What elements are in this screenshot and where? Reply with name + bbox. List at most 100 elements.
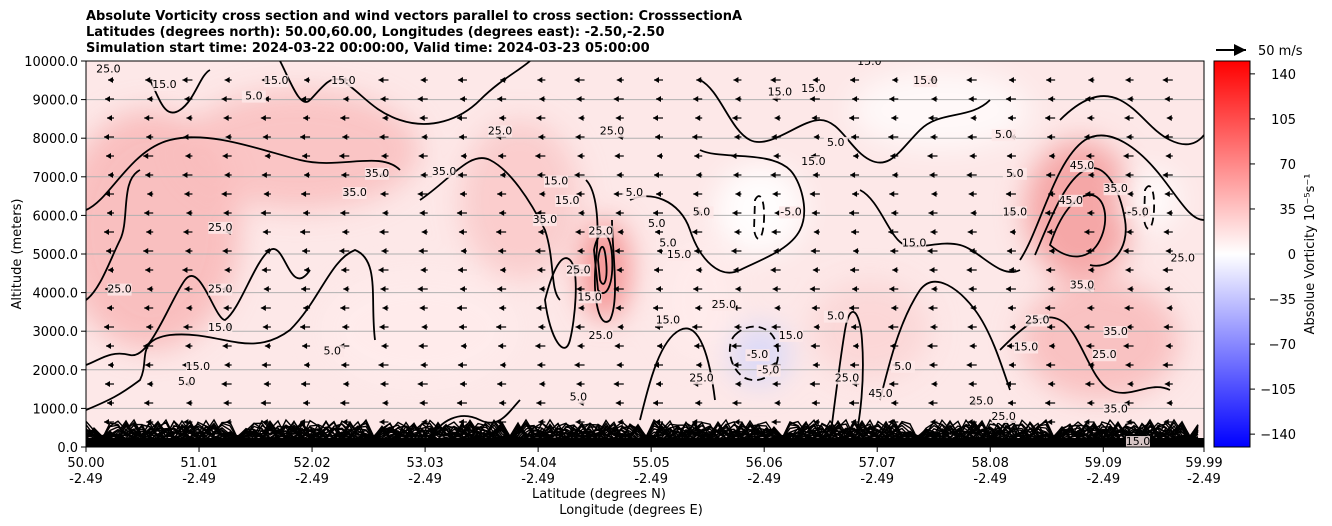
contour-label-bg [241,90,266,103]
wind-vector-head [535,343,541,349]
x-tick-label-lat: 50.00 [67,456,104,471]
wind-vector-head [105,191,110,197]
surface-contour [86,418,1199,441]
wind-vector-head [1087,210,1093,216]
wind-vector-head [456,210,462,216]
wind-vector-head [498,343,504,349]
contour-label: 25.0 [589,225,614,238]
wind-vector-head [379,419,385,425]
contour-line [585,179,616,323]
wind-vector-head [813,134,819,140]
wind-vector-head [107,400,112,406]
wind-vector-head [539,381,545,387]
wind-vector-head [1007,400,1013,406]
contour-label-bg [801,156,826,169]
wind-vector-head [1088,77,1094,83]
wind-vector-head [891,400,897,406]
contour-label-bg [969,395,994,408]
wind-vector-head [183,324,189,330]
wind-vector-head [970,210,976,216]
wind-vector-head [224,362,230,368]
wind-vector-head [696,267,702,273]
contour-label: 25.0 [1025,313,1050,326]
wind-vector-head [810,248,816,254]
wind-vector-head [967,419,973,425]
contour-label-bg [96,63,121,76]
wind-vector-head [420,77,426,83]
wind-vector-head [773,343,779,349]
contour-label: 35.0 [1103,182,1128,195]
wind-vectors [104,77,1173,425]
wind-vector-head [340,305,346,311]
wind-vector-head [614,248,620,254]
wind-vector-head [380,286,386,292]
colorbar-tick-label: 0 [1288,248,1296,263]
wind-vector-head [1086,343,1092,349]
wind-vector-head [578,115,584,121]
wind-vector-head [458,134,464,140]
contour-line [419,157,561,301]
wind-vector-head [1125,267,1131,273]
wind-vector-head [613,381,619,387]
wind-vector-head [694,248,700,254]
wind-vector-head [497,191,503,197]
wind-vector-head [262,229,268,235]
wind-vector-head [1045,305,1051,311]
contour-label: 5.0 [1006,167,1024,180]
wind-vector-head [498,248,504,254]
wind-vector-head [420,267,426,273]
wind-vector-head [184,96,190,102]
x-axis-label-latitude: Latitude (degrees N) [532,487,666,502]
wind-vector-head [497,96,503,102]
wind-vector-head [889,96,895,102]
wind-vector-head [262,134,268,140]
wind-vector-head [500,267,506,273]
wind-vector-head [342,324,348,330]
wind-vector-head [889,381,895,387]
contour-label: 15.0 [656,313,681,326]
wind-vector-head [300,134,306,140]
wind-vector-head [656,286,661,292]
wind-vector-head [969,248,975,254]
wind-vector-head [927,248,933,254]
contour-label-bg [689,372,714,385]
contour-label: 35.0 [342,186,367,199]
wind-vector-head [1163,229,1169,235]
wind-vector-head [108,362,113,368]
wind-vector-head [535,153,541,159]
wind-vector-head [420,172,426,178]
wind-vector-head [380,96,386,102]
wind-vector-head [813,419,819,425]
wind-vector-head [1088,172,1094,178]
contour-label: -5.0 [758,364,779,377]
wind-vector-head [458,229,464,235]
wind-vector-head [930,229,936,235]
x-axis: 50.00-2.4951.01-2.4952.02-2.4953.03-2.49… [67,447,1223,487]
colorbar-tick-label: 35 [1279,203,1296,218]
y-tick-label: 9000.0 [33,94,79,109]
x-tick-label-lat: 57.07 [859,456,896,471]
wind-vector-head [614,153,620,159]
contour-label: 5.0 [626,186,644,199]
wind-vector-head [260,210,266,216]
contour-line [149,69,211,114]
wind-vector-head [147,381,153,387]
contour-label-bg [208,322,233,335]
wind-vector-head [774,400,780,406]
contour-label-bg [264,75,289,88]
wind-vector-head [1125,172,1131,178]
contour-label-bg [1070,160,1095,173]
x-tick-label-lat: 59.09 [1085,456,1122,471]
wind-vector-head [1046,362,1052,368]
contour-label-bg [555,194,580,207]
wind-vector-head [888,229,894,235]
wind-vector-head [812,362,818,368]
contour-label-bg [655,237,680,250]
wind-vector-head [930,134,936,140]
wind-vector-head [1127,191,1133,197]
wind-vector-head [852,191,858,197]
contour-label-bg [913,75,938,88]
wind-vector-head [302,153,308,159]
wind-vector-head [1005,96,1011,102]
contour-label: 25.0 [488,124,513,137]
